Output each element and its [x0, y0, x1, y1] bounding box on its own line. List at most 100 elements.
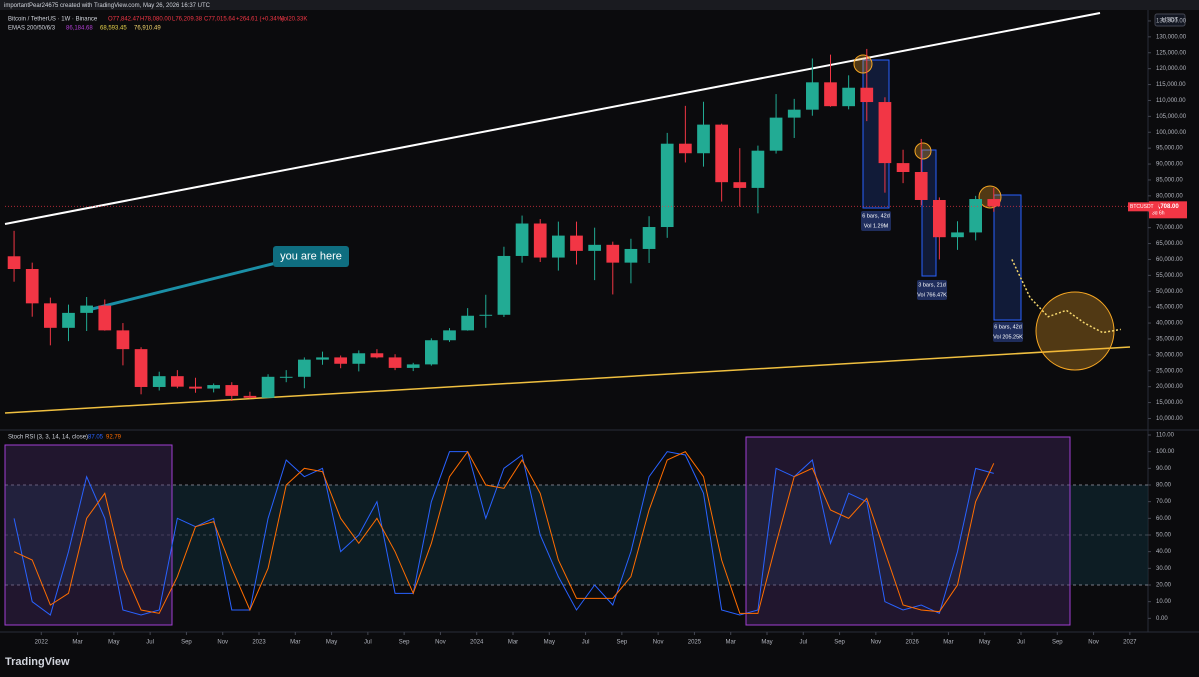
candle-body [98, 305, 112, 331]
x-tick-label: May [761, 640, 772, 646]
y-tick-label: 45,000.00 [1156, 305, 1183, 311]
brand: TradingView [5, 656, 70, 668]
top-bar [0, 0, 1199, 10]
candle-body [44, 303, 57, 328]
trendline [4, 12, 1101, 225]
candle-body [207, 385, 220, 389]
candle-body [878, 102, 892, 164]
candle-body [152, 376, 166, 387]
candle-body [479, 314, 493, 316]
indicator-title: EMAS 200/50/6/3 [8, 26, 56, 32]
indicator-title: Stoch RSI (3, 3, 14, 14, close) [8, 435, 88, 441]
candle-body [425, 340, 438, 365]
candle-body [660, 143, 674, 228]
highlight-box [4, 444, 173, 626]
y-tick-label: 90,000.00 [1156, 162, 1183, 168]
x-tick-label: Jul [799, 640, 807, 646]
x-tick-label: Mar [290, 640, 300, 646]
range-label: 6 bars, 42d [994, 324, 1022, 330]
candle-body [243, 395, 257, 398]
y-tick-label: 115,000.00 [1156, 82, 1186, 88]
candle-body [352, 353, 366, 364]
x-tick-label: Nov [1088, 640, 1099, 646]
candle-body [824, 82, 837, 107]
candle-body [715, 124, 728, 183]
candle-body [552, 235, 565, 258]
symbol-box [1128, 202, 1158, 212]
candle-body [370, 353, 384, 358]
y-tick-label: 0.00 [1156, 616, 1168, 622]
x-tick-label: 2022 [35, 640, 49, 646]
x-tick-label: Mar [72, 640, 82, 646]
candle-body [896, 163, 910, 173]
trendline [4, 346, 1131, 414]
x-tick-label: 2023 [252, 640, 266, 646]
arrow-line [87, 260, 281, 312]
y-tick-label: 55,000.00 [1156, 273, 1183, 279]
candle-body [62, 312, 75, 328]
y-tick-label: 60,000.00 [1156, 257, 1183, 263]
y-tick-label: 90.00 [1156, 466, 1172, 472]
highlight-circle [1035, 291, 1115, 371]
last-price-box [1149, 201, 1187, 219]
range-label-box [993, 322, 1023, 342]
y-tick-label: 130,000.00 [1156, 34, 1187, 40]
candle-body [697, 124, 710, 154]
indicator-value: 68,593.45 [100, 26, 127, 32]
y-tick-label: 105,000.00 [1156, 114, 1187, 120]
candle-body [951, 232, 964, 238]
candle-body [533, 223, 547, 258]
candle-body [298, 359, 311, 377]
candle-body [225, 385, 239, 396]
y-tick-label: 35,000.00 [1156, 337, 1183, 343]
y-tick-label: 20,000.00 [1156, 384, 1183, 390]
x-tick-label: Mar [943, 640, 953, 646]
x-tick-label: May [544, 640, 555, 646]
x-tick-label: Nov [653, 640, 664, 646]
range-label: Vol 1.29M [864, 223, 889, 229]
candle-body [914, 172, 928, 200]
x-tick-label: Sep [1052, 640, 1063, 646]
candle-body [969, 199, 982, 233]
candle-body [334, 357, 347, 364]
x-tick-label: Jul [146, 640, 154, 646]
y-tick-label: 100,000.00 [1156, 130, 1187, 136]
y-tick-label: 15,000.00 [1156, 400, 1183, 406]
range-label: 6 bars, 42d [862, 213, 890, 219]
x-tick-label: Nov [871, 640, 882, 646]
y-tick-label: 25,000.00 [1156, 368, 1183, 374]
candle-body [515, 223, 529, 256]
x-tick-label: May [979, 640, 990, 646]
highlight-circle [914, 142, 932, 160]
y-tick-label: 110,000.00 [1156, 98, 1186, 104]
ohlc-value: L76,209.38 [172, 17, 203, 23]
candle-body [261, 376, 275, 398]
candle-body [987, 199, 1001, 207]
x-tick-label: Jul [364, 640, 372, 646]
range-box [993, 194, 1022, 321]
range-label: Vol 205.25K [993, 334, 1023, 340]
y-tick-label: 70,000.00 [1156, 225, 1183, 231]
ohlc-value: O77,842.47 [108, 17, 140, 23]
y-tick-label: 50,000.00 [1156, 289, 1183, 295]
candle-body [606, 244, 620, 263]
x-tick-label: Sep [399, 640, 410, 646]
symbol-label: BTCUSDT [1130, 204, 1154, 210]
candle-body [171, 376, 184, 387]
y-tick-label: 135,000.00 [1156, 19, 1187, 25]
y-tick-label: 10.00 [1156, 599, 1172, 605]
x-tick-label: May [108, 640, 119, 646]
y-tick-label: 80.00 [1156, 483, 1172, 489]
currency: USDT [1162, 18, 1179, 24]
ohlc-value: Vol20.33K [280, 17, 307, 23]
credit: importantPear24675 created with TradingV… [4, 3, 211, 9]
candle-body [80, 305, 93, 313]
y-tick-label: 65,000.00 [1156, 241, 1183, 247]
x-tick-label: 2026 [905, 640, 919, 646]
y-tick-label: 95,000.00 [1156, 146, 1183, 152]
x-tick-label: May [326, 640, 337, 646]
x-tick-label: 2025 [688, 640, 702, 646]
y-tick-label: 60.00 [1156, 516, 1172, 522]
candle-body [624, 248, 638, 263]
